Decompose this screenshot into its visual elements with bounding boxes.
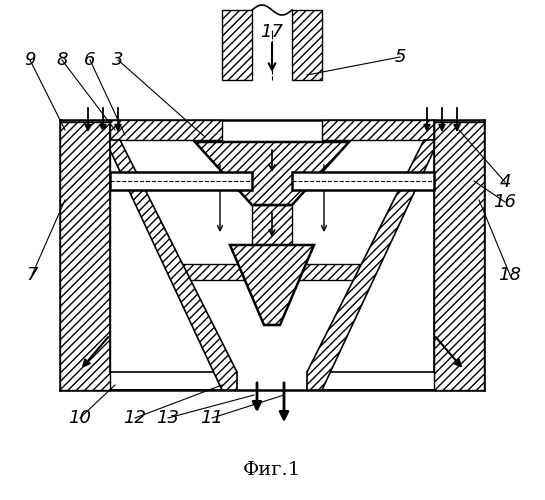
Text: 4: 4 [499,173,511,191]
Text: 13: 13 [156,409,179,427]
Text: 18: 18 [499,266,522,284]
Text: Фиг.1: Фиг.1 [243,461,301,479]
Polygon shape [307,140,434,390]
Bar [322,120,434,140]
Text: 6: 6 [84,51,96,69]
Bar [110,172,252,190]
Text: 10: 10 [69,409,92,427]
Text: 16: 16 [494,193,517,211]
Bar [434,122,484,390]
Text: 5: 5 [394,48,405,66]
Polygon shape [230,245,314,325]
Text: 11: 11 [201,409,223,427]
Polygon shape [195,142,349,205]
Bar [292,10,322,80]
Bar [252,205,292,245]
Polygon shape [110,140,237,390]
Text: 3: 3 [112,51,124,69]
Text: 7: 7 [26,266,38,284]
Text: 17: 17 [261,23,283,41]
Bar [292,172,434,190]
Text: 8: 8 [56,51,68,69]
Text: 12: 12 [124,409,147,427]
Text: 9: 9 [24,51,36,69]
Bar [60,122,110,390]
Bar [110,120,222,140]
Bar [175,264,370,280]
Bar [222,10,252,80]
